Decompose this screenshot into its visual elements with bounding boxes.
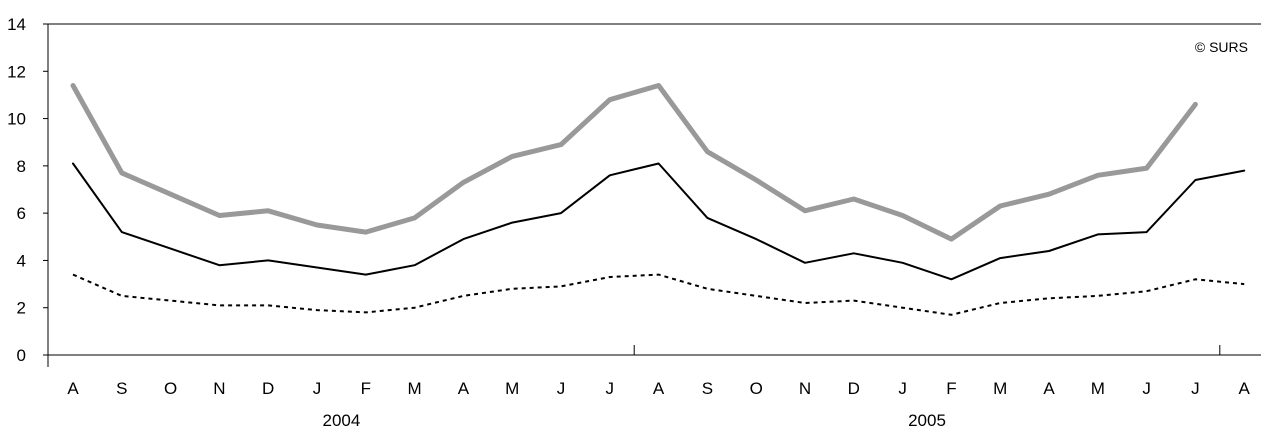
x-tick-label: A (458, 379, 470, 398)
y-tick-label: 2 (17, 299, 26, 318)
axis-labels: 0 2 4 6 8 10 12 14 A S O N D J F M A M J J A S O N D J F M A M J J A 2004… (7, 15, 1250, 430)
x-tick-label: A (1043, 379, 1055, 398)
y-tick-label: 0 (17, 346, 26, 365)
x-tick-label: A (653, 379, 665, 398)
x-tick-label: S (116, 379, 127, 398)
x-tick-label: J (898, 379, 907, 398)
x-tick-label: F (946, 379, 956, 398)
series-line-1 (70, 83, 1198, 242)
y-tick-label: 10 (7, 110, 26, 129)
series-layer (70, 83, 1246, 316)
year-label: 2005 (908, 411, 946, 430)
x-tick-label: J (313, 379, 322, 398)
y-tick-label: 6 (17, 204, 26, 223)
x-tick-label: A (1239, 379, 1251, 398)
x-tick-label: A (67, 379, 79, 398)
x-tick-label: S (702, 379, 713, 398)
x-tick-label: D (848, 379, 860, 398)
y-tick-label: 8 (17, 157, 26, 176)
credit-label: © SURS (1195, 39, 1248, 55)
y-tick-label: 14 (7, 15, 26, 34)
x-tick-label: J (1191, 379, 1200, 398)
x-tick-label: J (606, 379, 615, 398)
x-tick-label: F (361, 379, 371, 398)
series-line-2 (72, 162, 1246, 281)
x-tick-label: M (993, 379, 1007, 398)
x-tick-label: M (505, 379, 519, 398)
series-line-3 (72, 273, 1245, 316)
year-label: 2004 (322, 411, 360, 430)
x-tick-label: M (408, 379, 422, 398)
x-tick-label: D (262, 379, 274, 398)
x-tick-label: J (1142, 379, 1151, 398)
y-tick-label: 12 (7, 62, 26, 81)
x-tick-label: N (799, 379, 811, 398)
x-tick-label: O (750, 379, 763, 398)
y-tick-label: 4 (17, 251, 26, 270)
x-tick-label: M (1091, 379, 1105, 398)
x-tick-label: N (213, 379, 225, 398)
axes (43, 23, 1261, 367)
x-tick-label: O (164, 379, 177, 398)
x-tick-label: J (557, 379, 566, 398)
